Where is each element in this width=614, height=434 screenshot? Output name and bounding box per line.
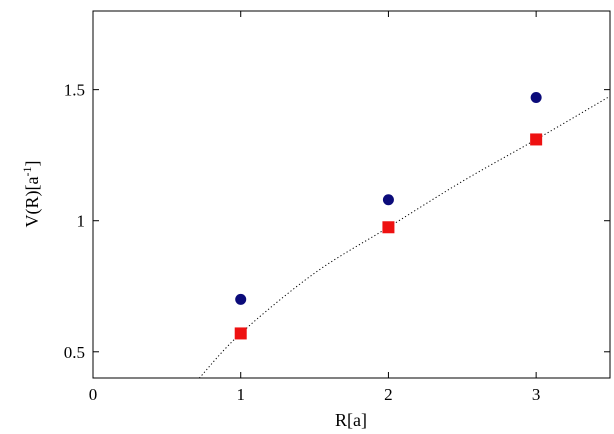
y-tick-label: 1 <box>77 212 86 231</box>
tick-labels: 0 1 2 3 0.5 1 1.5 <box>64 81 541 404</box>
x-axis-title: R[a] <box>335 410 367 430</box>
x-tick-label: 1 <box>236 385 245 404</box>
tick-marks <box>92 11 610 378</box>
data-markers <box>234 92 543 340</box>
y-tick-label: 1.5 <box>64 81 85 100</box>
y-axis-title-sup: -1 <box>20 167 34 177</box>
y-axis-title-main: V(R)[a <box>22 177 43 228</box>
circle-point <box>382 194 394 206</box>
y-axis-title: V(R)[a-1] <box>20 161 43 228</box>
square-point <box>382 221 395 234</box>
x-tick-label: 3 <box>532 385 541 404</box>
circle-point <box>530 92 542 104</box>
square-point <box>234 327 247 340</box>
circle-point <box>235 293 247 305</box>
square-point <box>530 133 543 146</box>
x-tick-label: 2 <box>384 385 393 404</box>
x-tick-label: 0 <box>89 385 98 404</box>
plot-area <box>92 10 611 379</box>
y-tick-label: 0.5 <box>64 343 85 362</box>
y-axis-title-close: ] <box>22 161 42 167</box>
